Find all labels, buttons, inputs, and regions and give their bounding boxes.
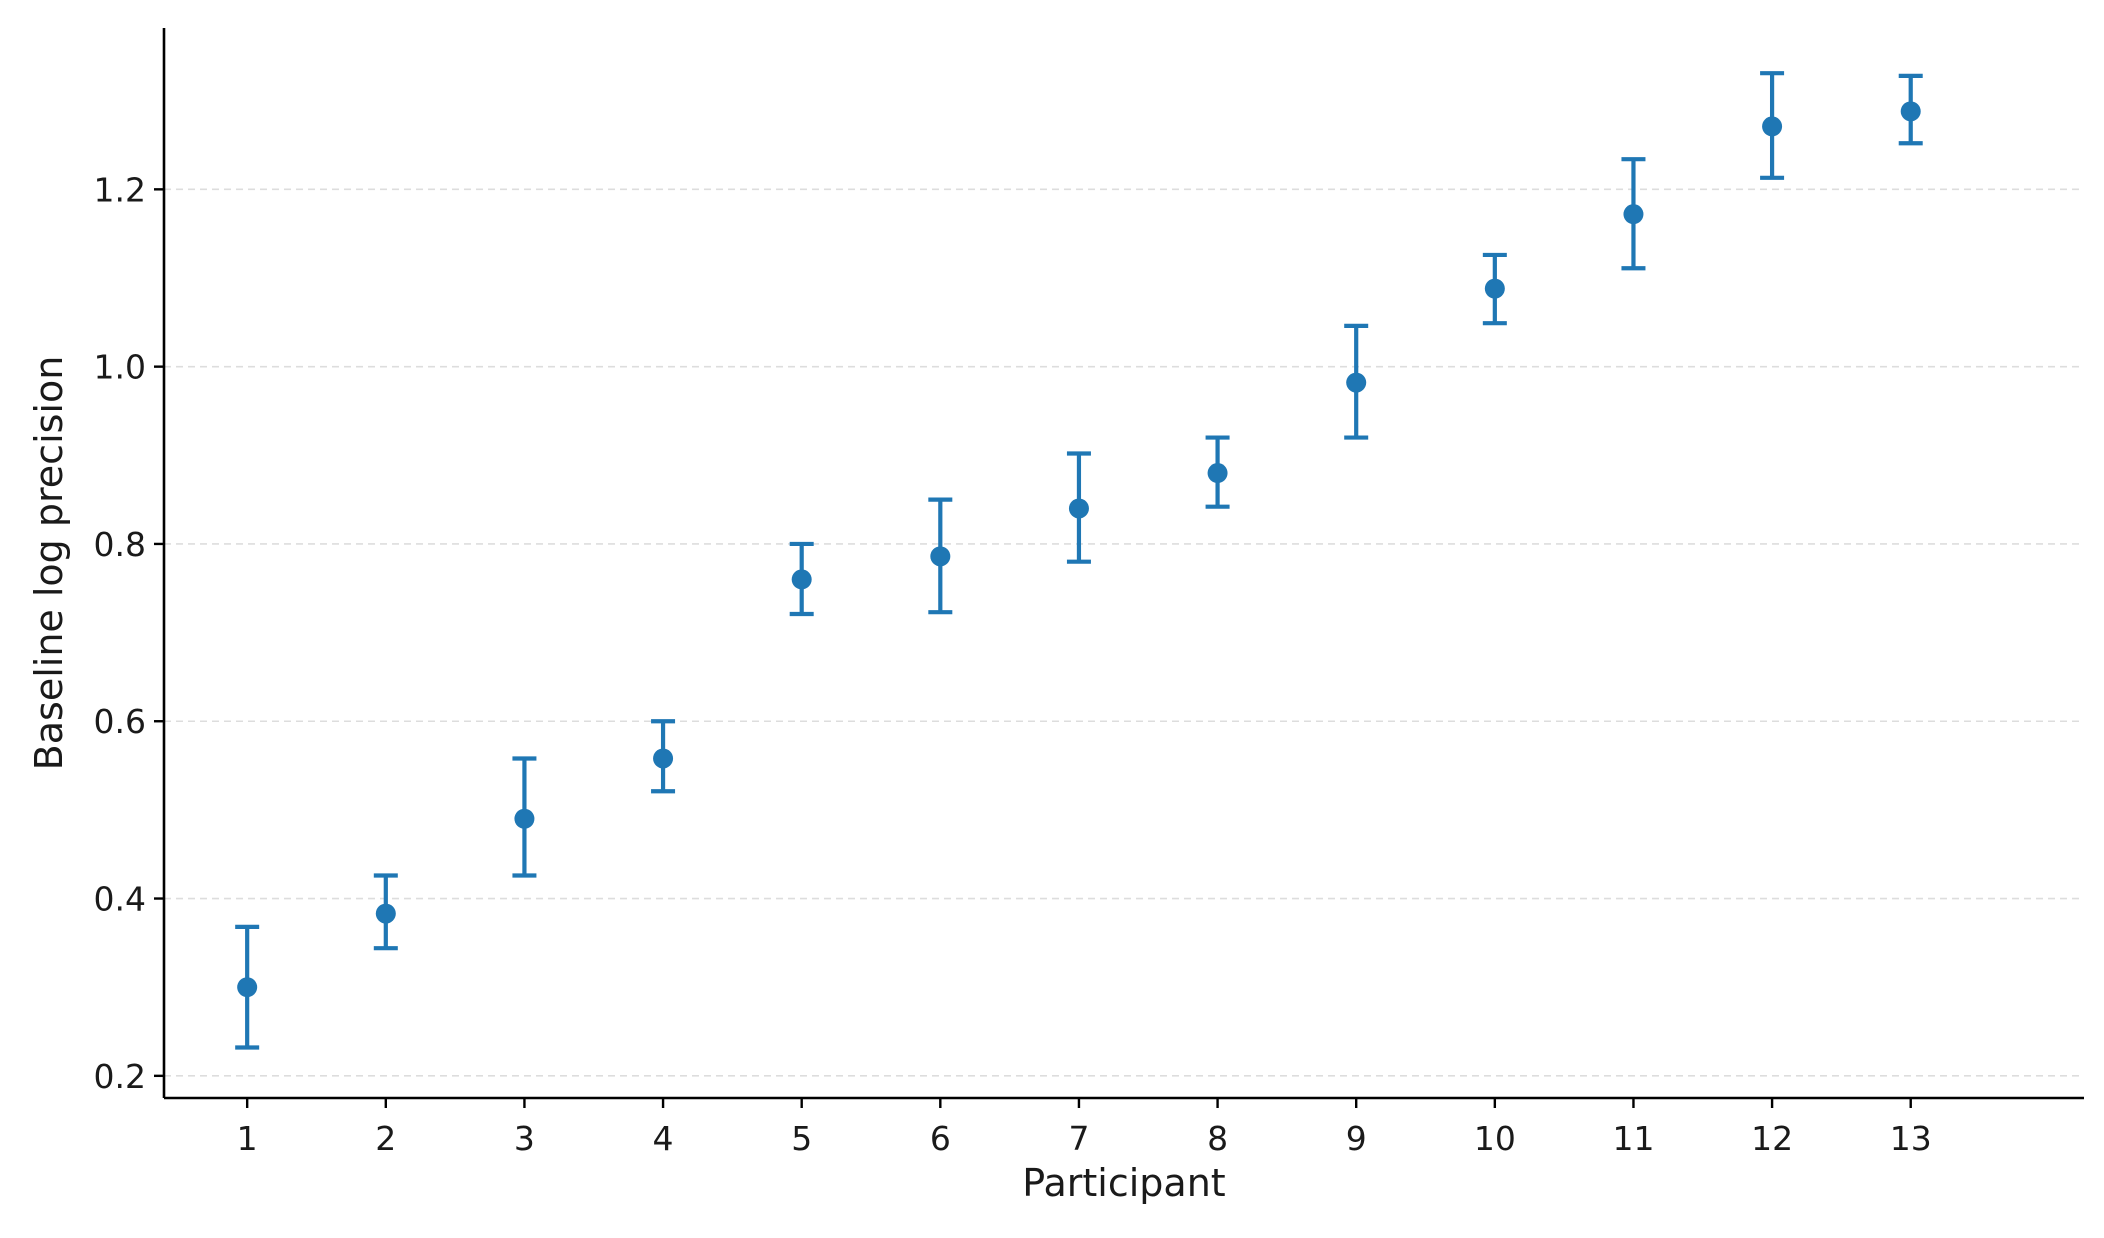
tick-marks-and-labels: 0.20.40.60.81.01.21 2 3 4 5 6 7 8 9 10 11 12 13 bbox=[94, 170, 1932, 1158]
errorbar-point bbox=[235, 924, 260, 1050]
data-point bbox=[1900, 101, 1921, 122]
y-tick-label: 0.8 bbox=[94, 525, 146, 564]
data-point bbox=[791, 569, 812, 590]
gridlines bbox=[164, 188, 2084, 1077]
x-tick-label: 7 bbox=[1068, 1119, 1089, 1158]
x-tick-label: 11 bbox=[1612, 1119, 1654, 1158]
y-axis-title: Baseline log precision bbox=[27, 356, 71, 771]
x-tick-label: 12 bbox=[1751, 1119, 1793, 1158]
data-point bbox=[653, 748, 674, 769]
x-tick-label: 4 bbox=[653, 1119, 674, 1158]
errorbar-point bbox=[1066, 451, 1091, 564]
x-tick-label: 3 bbox=[514, 1119, 535, 1158]
data-point bbox=[930, 546, 951, 567]
data-series bbox=[235, 71, 1923, 1050]
data-point bbox=[1762, 116, 1783, 137]
x-tick-label: 13 bbox=[1890, 1119, 1932, 1158]
data-point bbox=[1484, 278, 1505, 299]
errorbar-point bbox=[1344, 323, 1369, 440]
y-tick-label: 0.2 bbox=[94, 1057, 146, 1096]
x-tick-label: 5 bbox=[791, 1119, 812, 1158]
y-tick-label: 0.4 bbox=[94, 880, 146, 919]
x-tick-label: 10 bbox=[1474, 1119, 1516, 1158]
errorbar-point bbox=[512, 756, 537, 878]
x-axis-title: Participant bbox=[1022, 1161, 1225, 1205]
errorbar-point bbox=[1482, 252, 1507, 326]
x-tick-label: 9 bbox=[1346, 1119, 1367, 1158]
data-point bbox=[1207, 463, 1228, 484]
data-point bbox=[237, 977, 258, 998]
errorbar-point bbox=[373, 873, 398, 951]
data-point bbox=[1623, 204, 1644, 225]
x-tick-label: 1 bbox=[237, 1119, 258, 1158]
axes bbox=[162, 28, 2084, 1100]
data-point bbox=[1068, 498, 1089, 519]
data-point bbox=[1346, 372, 1367, 393]
errorbar-point bbox=[928, 497, 953, 615]
errorbar-point bbox=[789, 541, 814, 617]
errorbar-point bbox=[1205, 435, 1230, 509]
data-point bbox=[514, 808, 535, 829]
errorbar-point bbox=[1760, 71, 1785, 180]
x-tick-label: 6 bbox=[930, 1119, 951, 1158]
x-tick-label: 2 bbox=[375, 1119, 396, 1158]
errorbar-point bbox=[1898, 73, 1923, 146]
errorbar-point bbox=[651, 719, 676, 794]
y-tick-label: 0.6 bbox=[94, 702, 146, 741]
data-point bbox=[375, 903, 396, 924]
y-tick-label: 1.2 bbox=[94, 170, 146, 209]
errorbar-point bbox=[1621, 157, 1646, 271]
y-tick-label: 1.0 bbox=[94, 348, 146, 387]
x-tick-label: 8 bbox=[1207, 1119, 1228, 1158]
